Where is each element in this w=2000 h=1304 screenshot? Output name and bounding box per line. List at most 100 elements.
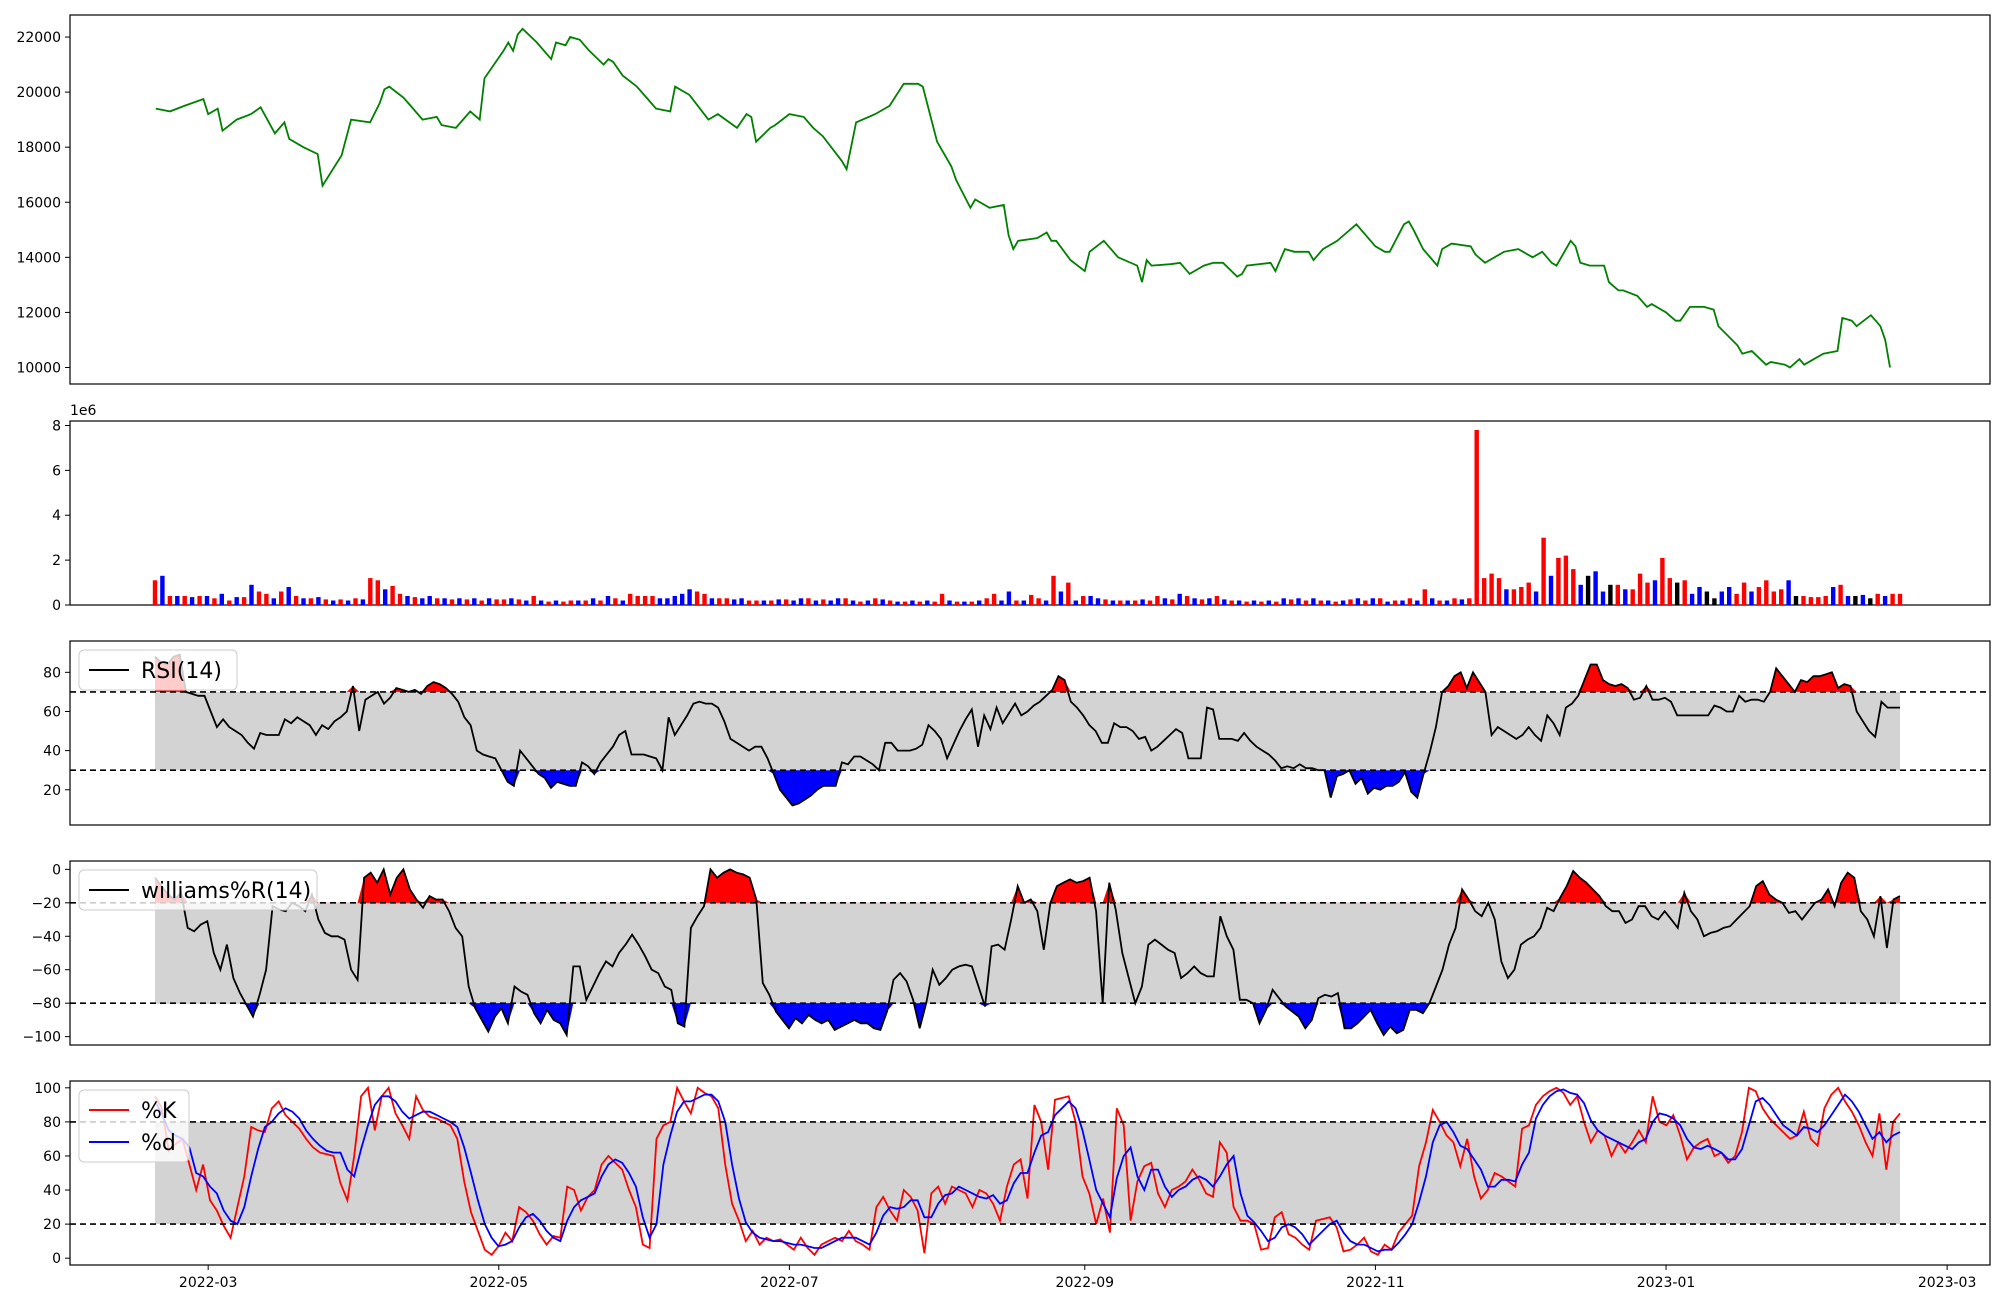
volume-bar: [160, 575, 165, 605]
rsi-ytick-label-2: 60: [43, 704, 61, 720]
volume-bar: [583, 600, 588, 605]
volume-bar: [977, 600, 982, 605]
volume-bar: [1890, 593, 1895, 605]
volume-bar: [798, 598, 804, 605]
volume-bar: [1266, 600, 1271, 605]
volume-bar: [1689, 593, 1695, 605]
volume-bar: [1563, 555, 1569, 605]
volume-bar: [390, 585, 395, 605]
volume-bar: [249, 584, 254, 605]
volume-bar: [1467, 598, 1472, 605]
volume-bar: [1303, 600, 1309, 605]
volume-bar: [204, 596, 210, 605]
volume-bar: [1719, 591, 1724, 605]
stochastic-ytick-label-1: 20: [43, 1217, 61, 1233]
volume-bar: [1073, 600, 1078, 605]
volume-bar: [1838, 584, 1843, 605]
volume-bar: [1831, 587, 1836, 605]
volume-bar: [880, 599, 885, 605]
volume-bar: [227, 600, 232, 605]
volume-ytick-label-1: 2: [52, 553, 61, 569]
volume-bar: [1816, 597, 1821, 605]
volume-bar: [954, 601, 960, 605]
stochastic-ytick-label-5: 100: [34, 1081, 61, 1097]
volume-bar: [1585, 575, 1591, 605]
volume-bar: [331, 600, 336, 605]
volume-bar: [1392, 600, 1398, 605]
volume-bar: [301, 598, 306, 605]
volume-bar: [1868, 598, 1873, 605]
volume-bar: [613, 598, 618, 605]
volume-bar: [791, 600, 796, 605]
volume-bar: [420, 598, 425, 605]
volume-bar: [821, 599, 826, 605]
volume-bar: [1170, 599, 1175, 605]
volume-bar: [1051, 575, 1056, 605]
volume-bar: [1533, 591, 1539, 605]
price-panel-frame: [69, 14, 1991, 385]
stochastic-series-0: [154, 1085, 1901, 1257]
volume-bar: [561, 601, 566, 605]
volume-bar: [1593, 571, 1598, 605]
volume-bar: [1214, 596, 1220, 605]
volume-bar: [241, 597, 247, 605]
williams-line: [154, 866, 1901, 1038]
volume-bar: [962, 601, 967, 605]
volume-bar: [1296, 598, 1301, 605]
volume-bar: [338, 599, 343, 605]
williams-band: [155, 902, 1900, 1004]
volume-bar: [1177, 593, 1182, 605]
williams-legend-label-0: williams%R(14): [141, 879, 311, 904]
williams-ytick-label-2: −40: [31, 929, 61, 945]
volume-bar: [932, 601, 937, 605]
volume-bar: [197, 596, 202, 605]
volume-bar: [1526, 582, 1531, 605]
volume-bar: [1860, 594, 1866, 605]
volume-bar: [635, 596, 640, 605]
volume-bar: [1897, 593, 1903, 605]
volume-bar: [657, 598, 663, 605]
volume-bar: [1452, 598, 1457, 605]
volume-bar: [1652, 580, 1658, 605]
rsi-ytick-label-0: 20: [43, 783, 61, 799]
volume-bar: [293, 596, 299, 605]
volume-bar: [449, 599, 455, 605]
volume-bar: [1385, 601, 1390, 605]
volume-bar: [1378, 598, 1383, 605]
volume-bar: [1147, 600, 1153, 605]
volume-bar: [1311, 598, 1316, 605]
volume-panel-frame: [69, 420, 1991, 606]
volume-bar: [1556, 557, 1561, 605]
volume-bar: [1637, 573, 1643, 605]
volume-bar: [1318, 600, 1323, 605]
volume-bar: [279, 591, 284, 605]
volume-bar: [1006, 591, 1012, 605]
volume-bar: [442, 598, 447, 605]
volume-bar: [1199, 599, 1205, 605]
volume-bar: [746, 600, 752, 605]
stochastic-ytick-label-3: 60: [43, 1149, 61, 1165]
volume-bar: [1749, 591, 1754, 605]
volume-bar: [405, 596, 410, 605]
volume-bar: [264, 593, 269, 605]
volume-bar: [1630, 589, 1635, 605]
price-ytick-label-0: 10000: [16, 360, 61, 376]
volume-bar: [1779, 589, 1784, 605]
xtick-label-2: 2022-07: [760, 1275, 819, 1291]
volume-bar: [345, 600, 351, 605]
volume-bar: [1274, 601, 1279, 605]
volume-bar: [628, 593, 633, 605]
volume-bar: [1504, 589, 1509, 605]
volume-bar: [776, 599, 781, 605]
volume-bar: [182, 596, 187, 605]
volume-bar: [843, 598, 848, 605]
volume-bar: [316, 597, 321, 605]
volume-bar: [769, 600, 774, 605]
volume-bar: [694, 591, 700, 605]
volume-bar: [1741, 582, 1747, 605]
volume-bar: [1088, 596, 1093, 605]
price-ytick-label-6: 22000: [16, 30, 61, 46]
stochastic-ytick-label-0: 0: [52, 1251, 61, 1267]
volume-ytick-label-4: 8: [52, 418, 61, 434]
volume-bar: [568, 600, 573, 605]
